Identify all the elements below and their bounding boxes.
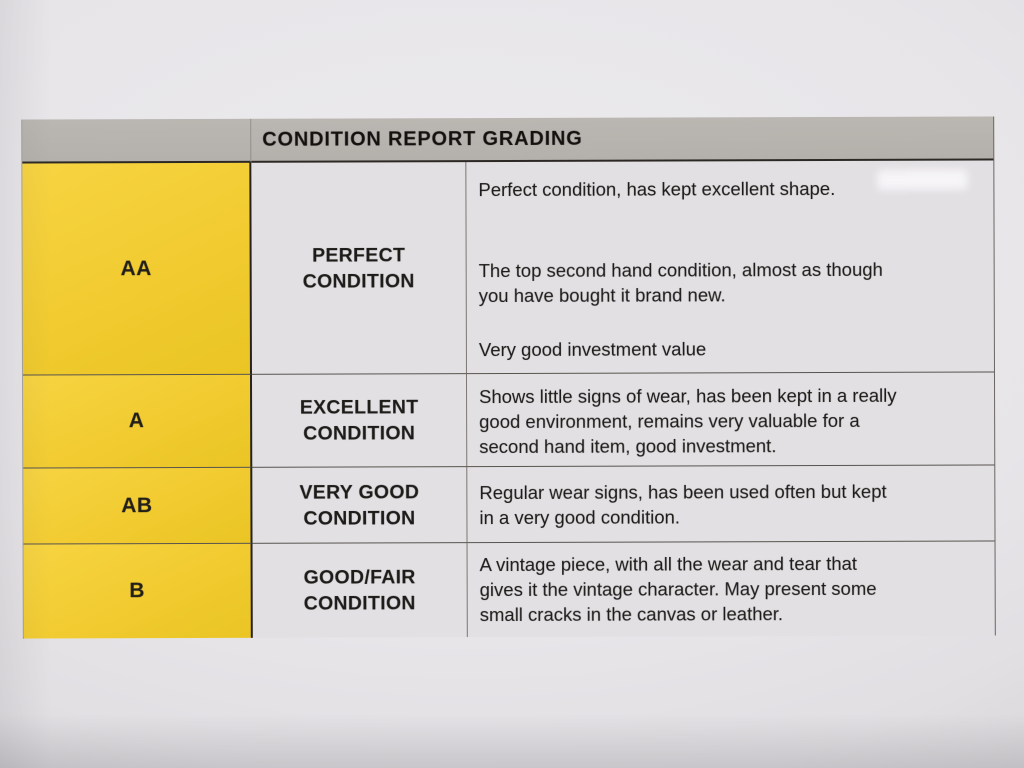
grade-b-text: B: [129, 579, 146, 603]
label-line: CONDITION: [303, 506, 416, 530]
label-line: CONDITION: [303, 592, 416, 615]
description-paragraph: The top second hand condition, almost as…: [479, 257, 984, 309]
label-cell-excellent-condition: EXCELLENT CONDITION: [251, 373, 468, 467]
photo-glare-highlight: [877, 169, 968, 190]
label-cell-very-good-condition: VERY GOOD CONDITION: [252, 466, 468, 543]
table-title: CONDITION REPORT GRADING: [251, 116, 994, 163]
header-spacer-cell: [22, 118, 252, 164]
label-cell-good-fair-condition: GOOD/FAIR CONDITION: [252, 542, 468, 638]
description-cell-a: Shows little signs of wear, has been kep…: [466, 371, 995, 467]
grade-ab-text: AB: [121, 493, 153, 517]
description-line: second hand item, good investment.: [479, 435, 777, 458]
description-paragraph: Very good investment value: [479, 336, 984, 363]
grade-aa-text: AA: [120, 256, 152, 280]
description-line: Shows little signs of wear, has been kep…: [479, 384, 897, 408]
description-line: The top second hand condition, almost as…: [478, 258, 883, 282]
condition-grading-table: CONDITION REPORT GRADING AA PERFECT COND…: [21, 116, 996, 639]
grade-a-text: A: [128, 409, 145, 433]
description-cell-ab: Regular wear signs, has been used often …: [467, 464, 995, 543]
description-line: in a very good condition.: [479, 506, 681, 529]
label-line: PERFECT: [312, 243, 406, 267]
description-line: Very good investment value: [478, 338, 707, 361]
description-line: Perfect condition, has kept excellent sh…: [478, 177, 836, 201]
description-cell-b: A vintage piece, with all the wear and t…: [467, 540, 995, 638]
description-line: you have bought it brand new.: [478, 284, 726, 307]
label-line: CONDITION: [303, 422, 416, 445]
description-line: A vintage piece, with all the wear and t…: [479, 552, 858, 576]
label-line: EXCELLENT: [299, 396, 419, 419]
description-line: good environment, remains very valuable …: [479, 409, 860, 433]
grade-cell-a: A: [22, 373, 253, 468]
grade-cell-ab: AB: [23, 466, 253, 544]
description-line: gives it the vintage character. May pres…: [479, 577, 877, 601]
label-line: GOOD/FAIR: [303, 566, 416, 589]
label-line: CONDITION: [302, 269, 415, 293]
description-line: small cracks in the canvas or leather.: [479, 603, 784, 626]
description-cell-aa: Perfect condition, has kept excellent sh…: [466, 160, 994, 374]
grade-cell-aa: AA: [22, 162, 252, 375]
label-line: VERY GOOD: [299, 480, 420, 504]
label-cell-perfect-condition: PERFECT CONDITION: [251, 162, 467, 374]
grade-cell-b: B: [23, 542, 253, 639]
description-line: Regular wear signs, has been used often …: [479, 480, 887, 504]
